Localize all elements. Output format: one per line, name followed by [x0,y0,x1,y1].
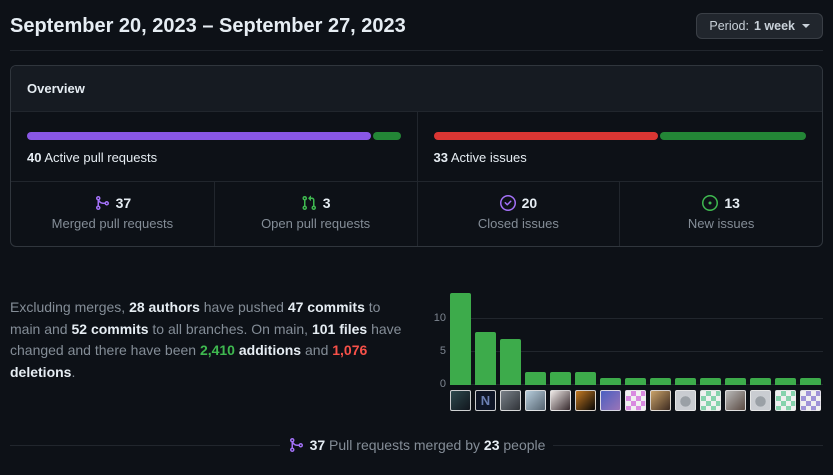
chart-bars [450,289,823,385]
author-avatar[interactable] [675,390,696,411]
author-avatar[interactable] [750,390,771,411]
overview-stats-row: 37 Merged pull requests 3 Open pull requ… [11,182,822,246]
author-avatar[interactable] [575,390,596,411]
commit-count-bar [750,378,771,385]
commit-count-bar [475,332,496,385]
page-header: September 20, 2023 – September 27, 2023 … [10,0,823,51]
stat-closed-issues: 20 Closed issues [416,182,620,246]
chart-plot-area [450,289,823,385]
pull-requests-progress-cell: 40 Active pull requests [11,112,417,181]
issue-closed-icon [499,195,516,211]
open-segment [372,132,401,140]
period-value: 1 week [753,19,795,33]
overview-box-header: Overview [11,66,822,112]
y-axis-tick-label: 5 [439,345,446,357]
period-label: Period: [709,19,749,33]
author-avatar[interactable] [625,390,646,411]
author-avatar[interactable] [450,390,471,411]
author-avatar[interactable] [550,390,571,411]
pull-requests-progress-label: 40 Active pull requests [27,150,158,165]
y-axis-tick-label: 0 [439,378,446,390]
closed-segment [433,132,659,140]
stat-open-pull-requests: 3 Open pull requests [213,182,417,246]
merged-pull-requests-toggle[interactable]: 37 Pull requests merged by 23 people [10,437,823,453]
authors-avatar-row: N [450,390,821,411]
git-merge-icon [289,438,303,452]
issues-progress-bar [433,132,806,140]
pull-requests-progress-bar [27,132,401,140]
new-segment [660,132,806,140]
commit-count-bar [525,371,546,385]
author-avatar[interactable]: N [475,390,496,411]
commit-count-bar [575,371,596,385]
commit-count-bar [775,378,796,385]
commit-count-bar [450,292,471,385]
author-avatar[interactable] [500,390,521,411]
commits-per-author-chart: 0 5 10 N [418,289,823,411]
commit-count-bar [625,378,646,385]
dropdown-caret-icon [802,24,810,28]
commit-count-bar [600,378,621,385]
progress-bars-row: 40 Active pull requests 33 Active issues [11,112,822,182]
merged-pull-requests-summary: 37 Pull requests merged by 23 people [309,437,546,453]
commit-count-bar [700,378,721,385]
issues-progress-label: 33 Active issues [433,150,527,165]
author-avatar[interactable] [800,390,821,411]
issues-progress-cell: 33 Active issues [416,112,823,181]
commit-count-bar [675,378,696,385]
period-button[interactable]: Period: 1 week [696,13,823,39]
stat-merged-pull-requests: 37 Merged pull requests [51,195,174,231]
chart-y-axis: 0 5 10 [424,289,450,390]
commit-count-bar [550,371,571,385]
issue-opened-icon [702,195,719,211]
chart-gridline [450,318,823,319]
chart-gridline [450,351,823,352]
overview-box: Overview 40 Active pull requests 33 Acti… [10,65,823,247]
commit-activity-summary: Excluding merges, 28 authors have pushed… [10,299,402,380]
overview-title: Overview [27,81,85,96]
commit-count-bar [800,378,821,385]
divider-line [553,444,823,446]
y-axis-tick-label: 10 [433,312,446,324]
author-avatar[interactable] [525,390,546,411]
pulse-content: Excluding merges, 28 authors have pushed… [10,289,823,411]
commit-count-bar [650,378,671,385]
author-avatar[interactable] [725,390,746,411]
merged-segment [27,132,371,140]
page-title: September 20, 2023 – September 27, 2023 [10,14,406,37]
commit-count-bar [725,378,746,385]
author-avatar[interactable] [775,390,796,411]
commit-count-bar [500,338,521,385]
git-pull-request-icon [302,195,316,211]
divider-line [10,444,280,446]
author-avatar[interactable] [650,390,671,411]
author-avatar[interactable] [700,390,721,411]
author-avatar[interactable] [600,390,621,411]
git-merge-icon [95,196,109,210]
stat-new-issues: 13 New issues [619,182,822,246]
